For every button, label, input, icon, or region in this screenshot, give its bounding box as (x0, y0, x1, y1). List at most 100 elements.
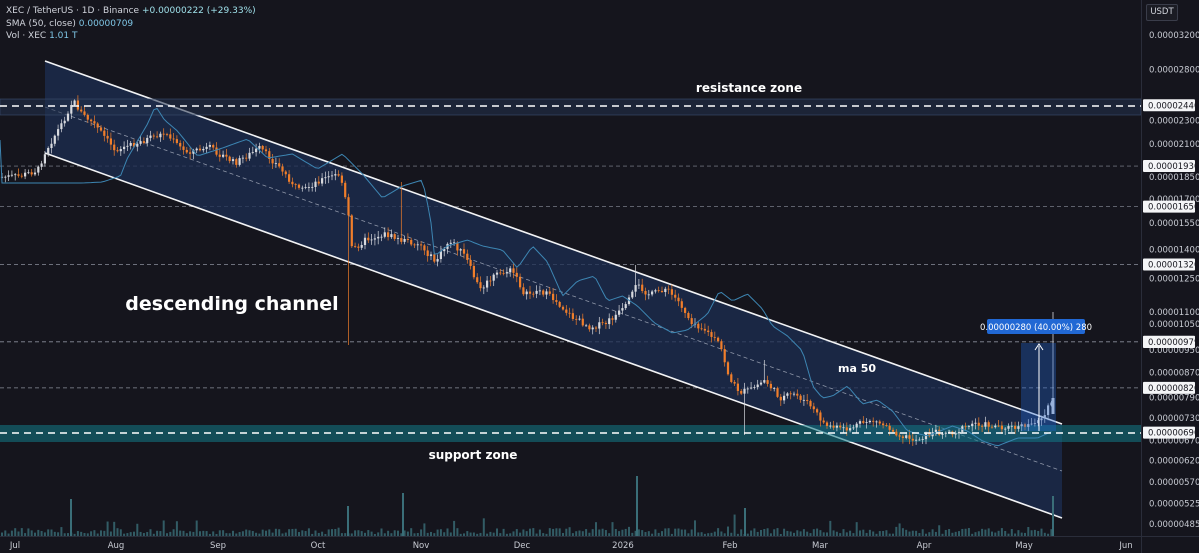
volume-bar (717, 528, 720, 536)
candle-body (710, 332, 713, 337)
vol-value: 1.01 T (49, 31, 78, 41)
candle-body (783, 395, 786, 401)
channel-mid-line (44, 106, 1063, 472)
level-price-label: 0.00001650 (1148, 203, 1199, 213)
volume-bar (885, 530, 888, 536)
candle-body (687, 312, 690, 319)
volume-bar (443, 532, 446, 536)
volume-bar (83, 533, 86, 536)
time-axis[interactable]: Jul Aug Sep Oct Nov Dec 2026 Feb Mar Apr May Jun (9, 541, 1133, 551)
candle-body (773, 388, 776, 389)
candle-body (660, 290, 664, 292)
channel-upper-line (44, 60, 1063, 425)
currency-button[interactable]: USDT (1146, 4, 1178, 21)
volume-bar (555, 528, 558, 536)
candle-body (248, 152, 251, 159)
candle-body (357, 246, 360, 248)
volume-bar (380, 528, 383, 536)
volume-bar (618, 531, 621, 536)
candle-body (921, 439, 924, 440)
volume-bar (271, 532, 274, 536)
volume-bar (634, 530, 637, 536)
candle-body (667, 288, 670, 290)
candle-body (789, 393, 792, 395)
candle-body (472, 265, 475, 278)
candle-body (703, 328, 706, 331)
candle-body (891, 429, 895, 432)
candle-body (159, 133, 162, 138)
candle-body (987, 422, 990, 427)
candle-body (924, 433, 928, 440)
candle-body (512, 268, 515, 273)
candle-body (519, 276, 522, 288)
candle-body (509, 268, 512, 273)
volume-bar (1047, 533, 1050, 536)
volume-bar (641, 530, 644, 536)
volume-bar (585, 529, 588, 536)
candle-body (971, 423, 974, 427)
candle-body (288, 174, 291, 182)
candle-body (816, 409, 819, 413)
volume-bar (872, 531, 875, 536)
candle-body (753, 387, 756, 388)
volume-bar (370, 531, 373, 536)
volume-bar (515, 529, 518, 536)
volume-bar (47, 529, 50, 536)
volume-bar (377, 532, 380, 536)
time-tick-label: Jul (9, 541, 20, 551)
volume-bar (746, 533, 749, 536)
volume-bar (505, 533, 508, 536)
candle-body (934, 429, 937, 433)
candle-body (611, 318, 614, 320)
volume-bar (430, 531, 432, 536)
volume-bar (878, 531, 881, 536)
volume-bar (57, 532, 60, 536)
level-price-tag (1143, 335, 1195, 348)
volume-bar (225, 533, 228, 536)
candle-body (370, 239, 373, 241)
volume-bar (202, 530, 205, 536)
candle-body (86, 114, 89, 120)
volume-bar (525, 531, 528, 536)
candle-body (1004, 428, 1007, 430)
volume-bar (713, 531, 716, 536)
volume-bar (482, 518, 485, 536)
volume-bar (720, 531, 723, 536)
candle-body (479, 282, 482, 289)
candle-body (839, 425, 842, 428)
volume-bar (644, 532, 647, 536)
candle-body (502, 272, 505, 274)
candle-body (832, 425, 835, 428)
volume-bar (529, 528, 531, 536)
candle-body (413, 244, 416, 246)
legend-symbol-row: XEC / TetherUS · 1D · Binance +0.0000022… (6, 5, 256, 18)
volume-bar (373, 533, 376, 536)
candle-body (24, 172, 27, 177)
volume-bar (835, 531, 838, 536)
volume-bar (96, 533, 99, 536)
volume-bar (822, 532, 825, 536)
price-tick-label: 0.00000730 (1149, 414, 1199, 424)
candle-body (552, 293, 555, 301)
volume-bar (304, 531, 307, 536)
volume-bar (934, 531, 937, 536)
volume-bar (538, 529, 541, 536)
volume-bar (578, 530, 581, 536)
volume-bar (268, 529, 271, 536)
candle-body (759, 382, 763, 385)
candle-body (532, 293, 535, 295)
candle-body (439, 251, 442, 260)
volume-bar (1052, 496, 1054, 536)
volume-bar (390, 533, 393, 536)
price-axis[interactable]: 0.00003200 0.00002800 0.00002300 0.00002100… (1143, 31, 1199, 530)
candle-body (1043, 415, 1046, 419)
candle-body (918, 439, 921, 441)
volume-bar (413, 533, 416, 536)
volume-bar (123, 533, 126, 536)
volume-bar (67, 533, 69, 536)
volume-bar (159, 531, 162, 536)
volume-bar (977, 531, 980, 536)
ma-50-label: ma 50 (838, 362, 876, 375)
candle-body (43, 154, 46, 164)
